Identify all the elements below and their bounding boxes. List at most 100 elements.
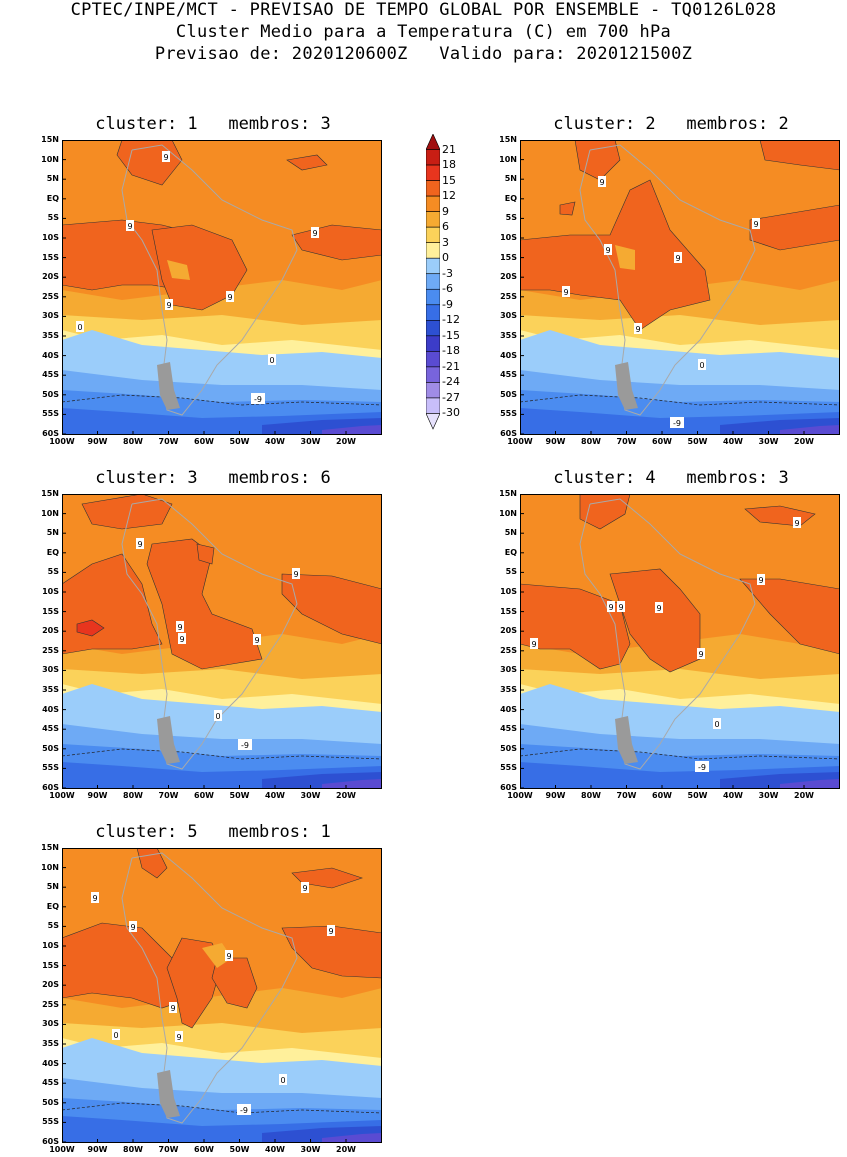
contour-label: 9	[126, 220, 134, 231]
x-tick-label: 90W	[87, 437, 108, 446]
y-tick-label: 60S	[500, 429, 517, 438]
y-tick-label: 15N	[499, 135, 517, 144]
contour-label: -9	[670, 417, 684, 428]
colorbar-swatch	[426, 134, 440, 150]
panel-title-4: cluster: 4 membros: 3	[553, 468, 789, 488]
contour-band	[291, 867, 363, 889]
colorbar-swatch	[426, 211, 440, 228]
y-tick-label: 10S	[500, 233, 517, 242]
y-tick-label: 15S	[42, 606, 59, 616]
contour-label-text: 0	[113, 1031, 118, 1040]
x-tick-label: 60W	[194, 791, 214, 800]
contour-label: 9	[129, 921, 137, 932]
contour-label-text: 0	[77, 323, 82, 332]
contour-label-text: 9	[254, 636, 259, 645]
y-tick-label: EQ	[46, 193, 59, 203]
y-tick-label: EQ	[46, 901, 59, 911]
contour-label-text: 9	[753, 220, 758, 229]
colorbar-swatch	[426, 382, 440, 399]
y-tick-label: 15S	[500, 252, 517, 262]
map-panel-4: 9 9 9 9 9 9 9 0 -9	[520, 494, 840, 789]
contour-label-text: 9	[176, 1033, 181, 1042]
header-line1: CPTEC/INPE/MCT - PREVISAO DE TEMPO GLOBA…	[70, 0, 777, 20]
x-tick-label: 90W	[87, 791, 108, 800]
contour-label: 9	[311, 227, 319, 238]
contour-band	[609, 568, 701, 673]
contour-label: 9	[136, 538, 144, 549]
colorbar-swatch	[426, 242, 440, 259]
contour-label-text: 9	[758, 576, 763, 585]
colorbar-label: -3	[442, 266, 453, 280]
contour-band	[322, 779, 382, 789]
contour-label-text: -9	[673, 419, 681, 428]
contour-label: 9	[617, 601, 625, 612]
y-tick-label: 45S	[42, 724, 59, 734]
y-tick-label: 55S	[500, 763, 517, 773]
y-tick-label: 35S	[500, 331, 517, 340]
header-line3: Previsao de: 2020120600Z Valido para: 20…	[154, 44, 693, 64]
contour-band	[322, 425, 382, 435]
colorbar-ramp	[426, 134, 440, 430]
x-tick-label: 70W	[158, 1145, 179, 1154]
contour-label-text: 9	[226, 952, 231, 961]
contour-band	[574, 140, 621, 181]
coastline	[121, 144, 298, 416]
colorbar-swatch	[426, 320, 440, 337]
y-tick-label: 30S	[500, 311, 517, 321]
colorbar-label: 6	[442, 220, 449, 234]
y-tick-label: 55S	[42, 763, 59, 773]
y-tick-label: 20S	[42, 272, 59, 282]
y-tick-label: 55S	[42, 409, 59, 419]
x-tick-label: 40W	[265, 437, 285, 446]
contour-label: 9	[757, 574, 765, 585]
contour-label: 0	[713, 718, 721, 729]
y-tick-label: 25S	[42, 291, 59, 301]
y-tick-label: 5S	[505, 213, 517, 223]
y-tick-label: 10S	[42, 587, 59, 596]
x-tick-label: 40W	[723, 437, 743, 446]
temperature-field-3: 9 9 9 9 9 0 -9	[62, 494, 382, 789]
x-tick-label: 30W	[758, 791, 779, 800]
colorbar-label: 15	[442, 173, 456, 187]
colorbar-swatch	[426, 397, 440, 414]
y-tick-label: 15S	[42, 960, 59, 970]
x-tick-label: 70W	[158, 791, 179, 800]
contour-label-text: -9	[240, 1106, 248, 1115]
contour-band	[286, 154, 328, 171]
x-tick-label: 100W	[507, 791, 533, 800]
contour-label: 0	[698, 359, 706, 370]
x-tick-label: 50W	[229, 791, 250, 800]
contour-label: 9	[655, 602, 663, 613]
y-tick-label: 5N	[46, 882, 59, 892]
y-tick-label: 35S	[42, 685, 59, 694]
y-tick-label: 20S	[500, 272, 517, 282]
contour-label: 9	[697, 648, 705, 659]
contour-label: 9	[162, 151, 170, 162]
y-tick-label: 35S	[42, 1039, 59, 1048]
colorbar-label: 0	[442, 251, 449, 265]
x-tick-label: 100W	[507, 437, 533, 446]
contour-label: 9	[604, 244, 612, 255]
y-tick-label: 30S	[42, 311, 59, 321]
contour-label-text: 9	[635, 325, 640, 334]
contour-line-minus9	[62, 748, 382, 760]
map-panel-3: 9 9 9 9 9 0 -9	[62, 494, 382, 789]
contour-label-text: 9	[179, 635, 184, 644]
contour-band	[196, 543, 215, 565]
y-tick-label: 15S	[42, 252, 59, 262]
contour-label: 9	[793, 517, 801, 528]
x-tick-label: 80W	[581, 791, 601, 800]
x-tick-label: 30W	[300, 437, 321, 446]
contour-label-text: 9	[163, 153, 168, 162]
x-tick-label: 40W	[723, 791, 743, 800]
contour-band	[559, 201, 576, 216]
x-tick-label: 40W	[265, 791, 285, 800]
header-line2: Cluster Medio para a Temperatura (C) em …	[175, 22, 672, 42]
map-frame	[62, 140, 382, 435]
contour-line-minus9	[62, 1102, 382, 1114]
colorbar-swatch	[426, 304, 440, 321]
contour-label: 9	[175, 1031, 183, 1042]
x-tick-label: 20W	[794, 437, 814, 446]
colorbar-label: -6	[442, 282, 453, 296]
colorbar-swatch	[426, 366, 440, 383]
